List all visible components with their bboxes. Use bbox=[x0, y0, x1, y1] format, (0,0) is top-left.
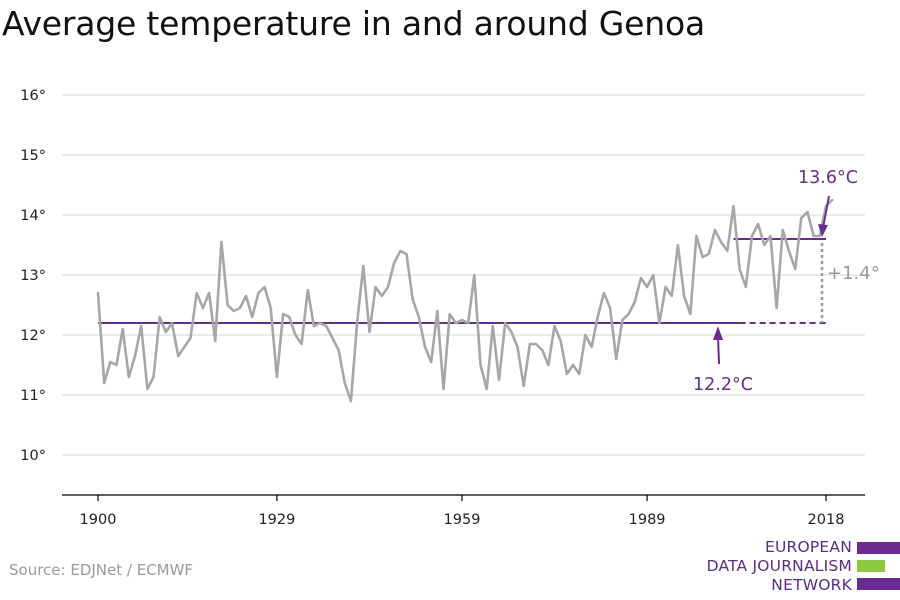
annotations: 13.6°C 12.2°C +1.4° bbox=[693, 168, 880, 395]
temperature-series-line bbox=[96, 198, 834, 403]
x-tick-label: 1900 bbox=[80, 512, 117, 528]
difference-label: +1.4° bbox=[827, 263, 880, 284]
logo-line-1: EUROPEAN bbox=[764, 538, 852, 556]
edjnet-logo: EUROPEAN DATA JOURNALISM NETWORK bbox=[690, 538, 852, 595]
recent-average-arrow-head bbox=[818, 224, 828, 237]
logo-bar-purple-bottom bbox=[857, 578, 900, 590]
recent-average-label: 13.6°C bbox=[798, 168, 858, 188]
y-tick-label: 15° bbox=[20, 148, 46, 164]
reference-lines bbox=[98, 238, 826, 324]
y-axis-ticks: 10° 11° 12° 13° 14° 15° 16° bbox=[20, 88, 46, 464]
baseline-average-arrow-head bbox=[713, 326, 723, 340]
y-tick-label: 13° bbox=[20, 268, 46, 284]
y-tick-label: 14° bbox=[20, 208, 46, 224]
x-tick-label: 2018 bbox=[808, 512, 845, 528]
y-tick-label: 12° bbox=[20, 328, 46, 344]
chart-title: Average temperature in and around Genoa bbox=[2, 4, 705, 43]
baseline-average-label: 12.2°C bbox=[693, 375, 753, 395]
gridlines bbox=[62, 94, 865, 456]
series-layer bbox=[96, 198, 834, 403]
logo-bar-green bbox=[857, 560, 885, 572]
x-tick-label: 1929 bbox=[258, 512, 295, 528]
y-tick-label: 10° bbox=[20, 448, 46, 464]
logo-line-3: NETWORK bbox=[771, 576, 852, 594]
y-tick-label: 11° bbox=[20, 388, 46, 404]
logo-line-2: DATA JOURNALISM bbox=[706, 557, 852, 575]
x-tick-label: 1959 bbox=[444, 512, 481, 528]
source-note: Source: EDJNet / ECMWF bbox=[9, 561, 194, 579]
x-axis: 1900 1929 1959 1989 2018 bbox=[62, 494, 865, 528]
baseline-average-arrow-shaft bbox=[717, 335, 720, 365]
x-tick-label: 1989 bbox=[629, 512, 666, 528]
y-tick-label: 16° bbox=[20, 88, 46, 104]
logo-bar-purple-top bbox=[857, 542, 900, 554]
recent-average-arrow-shaft bbox=[822, 195, 830, 229]
